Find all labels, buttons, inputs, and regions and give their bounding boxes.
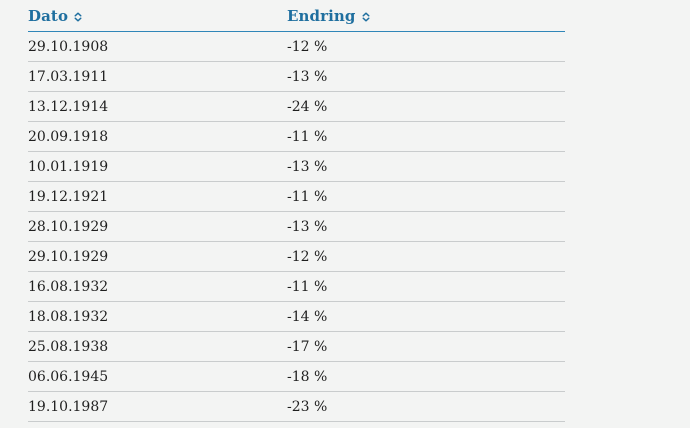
data-table-container: Dato Endring — [28, 0, 565, 422]
table-row: 29.10.1908 -12 % — [28, 31, 565, 62]
sort-dato-button[interactable]: Dato — [28, 7, 82, 25]
cell-endring: -23 % — [287, 391, 565, 422]
header-row: Dato Endring — [28, 0, 565, 32]
cell-endring: -24 % — [287, 91, 565, 122]
cell-dato: 28.10.1929 — [28, 211, 287, 242]
table-row: 06.06.1945 -18 % — [28, 361, 565, 392]
cell-dato: 20.09.1918 — [28, 121, 287, 152]
cell-endring: -11 % — [287, 271, 565, 302]
cell-dato: 29.10.1908 — [28, 31, 287, 62]
cell-endring: -11 % — [287, 121, 565, 152]
cell-endring: -12 % — [287, 31, 565, 62]
cell-dato: 16.08.1932 — [28, 271, 287, 302]
cell-endring: -12 % — [287, 241, 565, 272]
sort-endring-button[interactable]: Endring — [287, 7, 370, 25]
table-row: 13.12.1914 -24 % — [28, 91, 565, 122]
cell-dato: 19.10.1987 — [28, 391, 287, 422]
cell-dato: 19.12.1921 — [28, 181, 287, 212]
header-endring-label: Endring — [287, 6, 356, 25]
table-row: 19.10.1987 -23 % — [28, 391, 565, 422]
cell-endring: -13 % — [287, 61, 565, 92]
table-row: 29.10.1929 -12 % — [28, 241, 565, 272]
cell-dato: 25.08.1938 — [28, 331, 287, 362]
cell-dato: 13.12.1914 — [28, 91, 287, 122]
header-endring[interactable]: Endring — [287, 0, 565, 32]
table-row: 28.10.1929 -13 % — [28, 211, 565, 242]
cell-endring: -11 % — [287, 181, 565, 212]
table-row: 19.12.1921 -11 % — [28, 181, 565, 212]
table-row: 17.03.1911 -13 % — [28, 61, 565, 92]
sort-updown-icon — [362, 12, 370, 21]
cell-endring: -13 % — [287, 211, 565, 242]
cell-endring: -18 % — [287, 361, 565, 392]
table-header: Dato Endring — [28, 0, 565, 32]
cell-dato: 10.01.1919 — [28, 151, 287, 182]
header-dato[interactable]: Dato — [28, 0, 287, 32]
table-row: 25.08.1938 -17 % — [28, 331, 565, 362]
cell-endring: -17 % — [287, 331, 565, 362]
cell-dato: 18.08.1932 — [28, 301, 287, 332]
data-table: Dato Endring — [28, 0, 565, 422]
header-dato-label: Dato — [28, 6, 69, 25]
cell-dato: 29.10.1929 — [28, 241, 287, 272]
cell-endring: -13 % — [287, 151, 565, 182]
table-row: 16.08.1932 -11 % — [28, 271, 565, 302]
table-body: 29.10.1908 -12 % 17.03.1911 -13 % 13.12.… — [28, 31, 565, 422]
sort-updown-icon — [74, 12, 82, 21]
cell-dato: 06.06.1945 — [28, 361, 287, 392]
table-row: 20.09.1918 -11 % — [28, 121, 565, 152]
cell-dato: 17.03.1911 — [28, 61, 287, 92]
table-row: 10.01.1919 -13 % — [28, 151, 565, 182]
cell-endring: -14 % — [287, 301, 565, 332]
table-row: 18.08.1932 -14 % — [28, 301, 565, 332]
